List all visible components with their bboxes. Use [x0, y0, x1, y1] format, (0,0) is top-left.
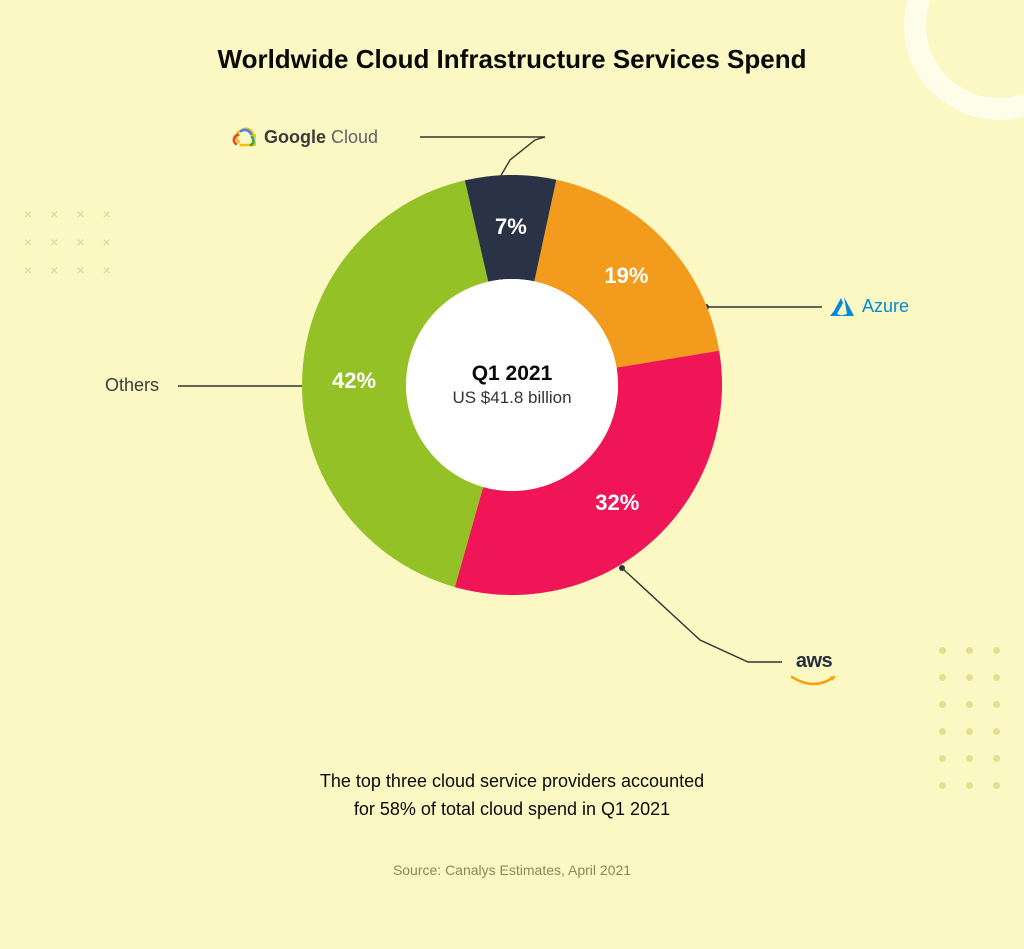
caption: The top three cloud service providers ac…: [0, 768, 1024, 824]
source-text: Source: Canalys Estimates, April 2021: [0, 862, 1024, 878]
callout-google: Google Cloud: [230, 126, 378, 148]
callout-azure: Azure: [830, 296, 909, 317]
callout-others: Others: [105, 375, 159, 396]
center-period: Q1 2021: [427, 362, 597, 386]
callout-google-label: Google Cloud: [264, 127, 378, 148]
decor-x-pattern: ××××××××××××: [24, 200, 129, 284]
caption-line2: for 58% of total cloud spend in Q1 2021: [354, 799, 670, 819]
azure-icon: [830, 297, 854, 317]
aws-smile-icon: [790, 673, 838, 694]
google-cloud-icon: [230, 126, 256, 148]
callout-aws: aws: [790, 650, 838, 694]
center-value: US $41.8 billion: [427, 388, 597, 408]
donut-chart: Q1 2021 US $41.8 billion 7%19%32%42%: [302, 175, 722, 595]
donut-center-label: Q1 2021 US $41.8 billion: [427, 362, 597, 408]
callout-aws-label: aws: [796, 650, 832, 673]
callout-others-label: Others: [105, 375, 159, 396]
callout-azure-label: Azure: [862, 296, 909, 317]
caption-line1: The top three cloud service providers ac…: [320, 771, 704, 791]
chart-title: Worldwide Cloud Infrastructure Services …: [0, 44, 1024, 75]
